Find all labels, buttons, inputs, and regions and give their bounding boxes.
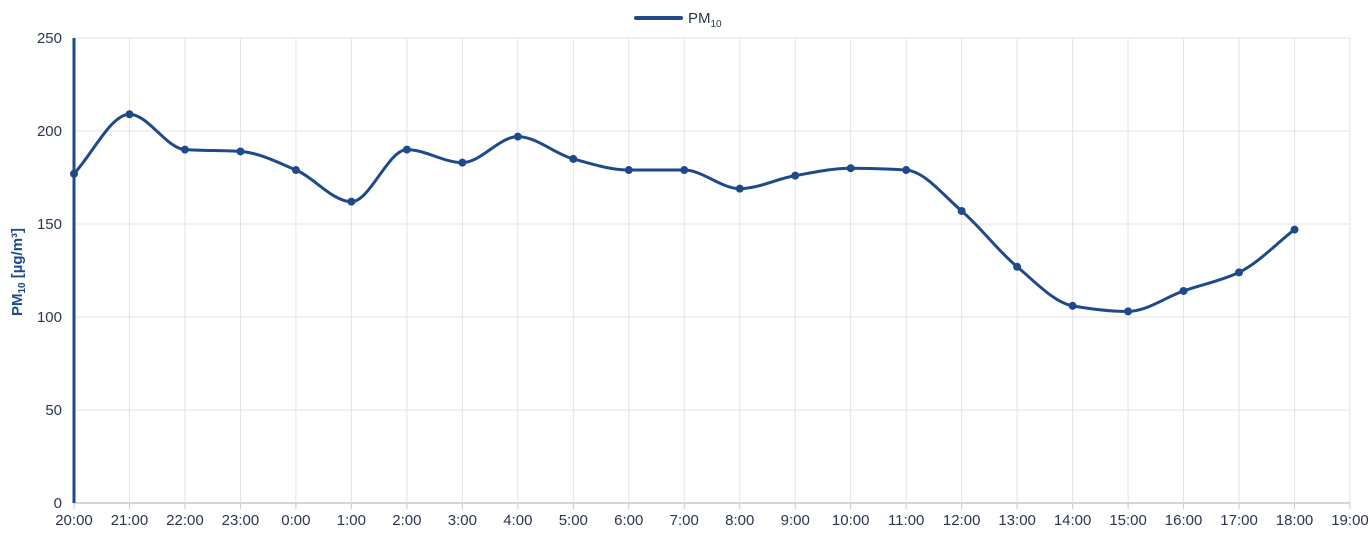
x-tick-label: 2:00 — [392, 512, 421, 529]
y-axis-label-unit: [µg/m³] — [9, 228, 26, 282]
data-point — [236, 147, 245, 156]
x-tick-label: 15:00 — [1109, 512, 1147, 529]
data-point — [1068, 301, 1077, 310]
y-tick-label: 100 — [37, 309, 62, 326]
y-tick-label: 250 — [37, 30, 62, 47]
data-point — [180, 145, 189, 154]
y-axis-label-sub: 10 — [17, 282, 28, 294]
data-point — [624, 166, 633, 175]
data-point — [569, 154, 578, 163]
x-tick-labels: 20:00 21:00 22:00 23:00 0:00 1:00 2:00 3:00 4:00… — [55, 512, 1369, 529]
data-point — [1235, 268, 1244, 277]
x-tick-label: 13:00 — [998, 512, 1036, 529]
data-points — [70, 110, 1299, 316]
y-tick-label: 150 — [37, 216, 62, 233]
data-point — [458, 158, 467, 167]
data-point — [125, 110, 134, 119]
y-axis-label: PM10 [µg/m³] — [9, 228, 28, 316]
axes — [72, 38, 1351, 509]
data-point — [902, 166, 911, 175]
legend-label-main: PM — [688, 10, 711, 27]
x-tick-label: 19:00 — [1331, 512, 1369, 529]
y-tick-labels: 0 50 100 150 200 250 — [37, 30, 62, 512]
legend[interactable]: PM10 — [634, 10, 722, 30]
x-tick-label: 5:00 — [559, 512, 588, 529]
data-point — [70, 169, 78, 178]
data-point — [402, 145, 411, 154]
y-axis-label-main: PM — [9, 294, 26, 317]
data-point — [291, 166, 300, 175]
x-tick-label: 20:00 — [55, 512, 93, 529]
grid — [74, 37, 1351, 503]
data-point — [735, 184, 744, 193]
data-point — [513, 132, 522, 141]
data-point — [347, 197, 356, 206]
x-tick-label: 4:00 — [503, 512, 532, 529]
x-tick-label: 6:00 — [614, 512, 643, 529]
y-tick-label: 0 — [54, 495, 62, 512]
x-tick-label: 23:00 — [222, 512, 260, 529]
legend-label: PM10 — [688, 10, 722, 30]
x-tick-label: 3:00 — [448, 512, 477, 529]
x-tick-label: 8:00 — [725, 512, 754, 529]
x-tick-label: 7:00 — [670, 512, 699, 529]
data-point — [1124, 307, 1133, 316]
legend-label-sub: 10 — [711, 19, 723, 30]
data-point — [1013, 262, 1022, 271]
y-tick-label: 200 — [37, 123, 62, 140]
x-tick-label: 0:00 — [281, 512, 310, 529]
x-tick-label: 14:00 — [1054, 512, 1092, 529]
x-tick-label: 18:00 — [1276, 512, 1314, 529]
x-tick-label: 11:00 — [888, 512, 924, 529]
x-tick-label: 17:00 — [1220, 512, 1258, 529]
x-tick-label: 10:00 — [832, 512, 870, 529]
data-point — [846, 164, 855, 173]
data-point — [1179, 286, 1188, 295]
y-tick-label: 50 — [45, 402, 62, 419]
x-tick-label: 12:00 — [943, 512, 981, 529]
x-tick-label: 21:00 — [111, 512, 149, 529]
data-point — [1290, 225, 1299, 234]
data-point — [680, 166, 689, 175]
x-tick-label: 16:00 — [1165, 512, 1203, 529]
data-point — [791, 171, 800, 180]
x-tick-label: 22:00 — [166, 512, 204, 529]
x-tick-label: 9:00 — [781, 512, 810, 529]
x-tick-label: 1:00 — [337, 512, 366, 529]
data-point — [957, 206, 966, 215]
